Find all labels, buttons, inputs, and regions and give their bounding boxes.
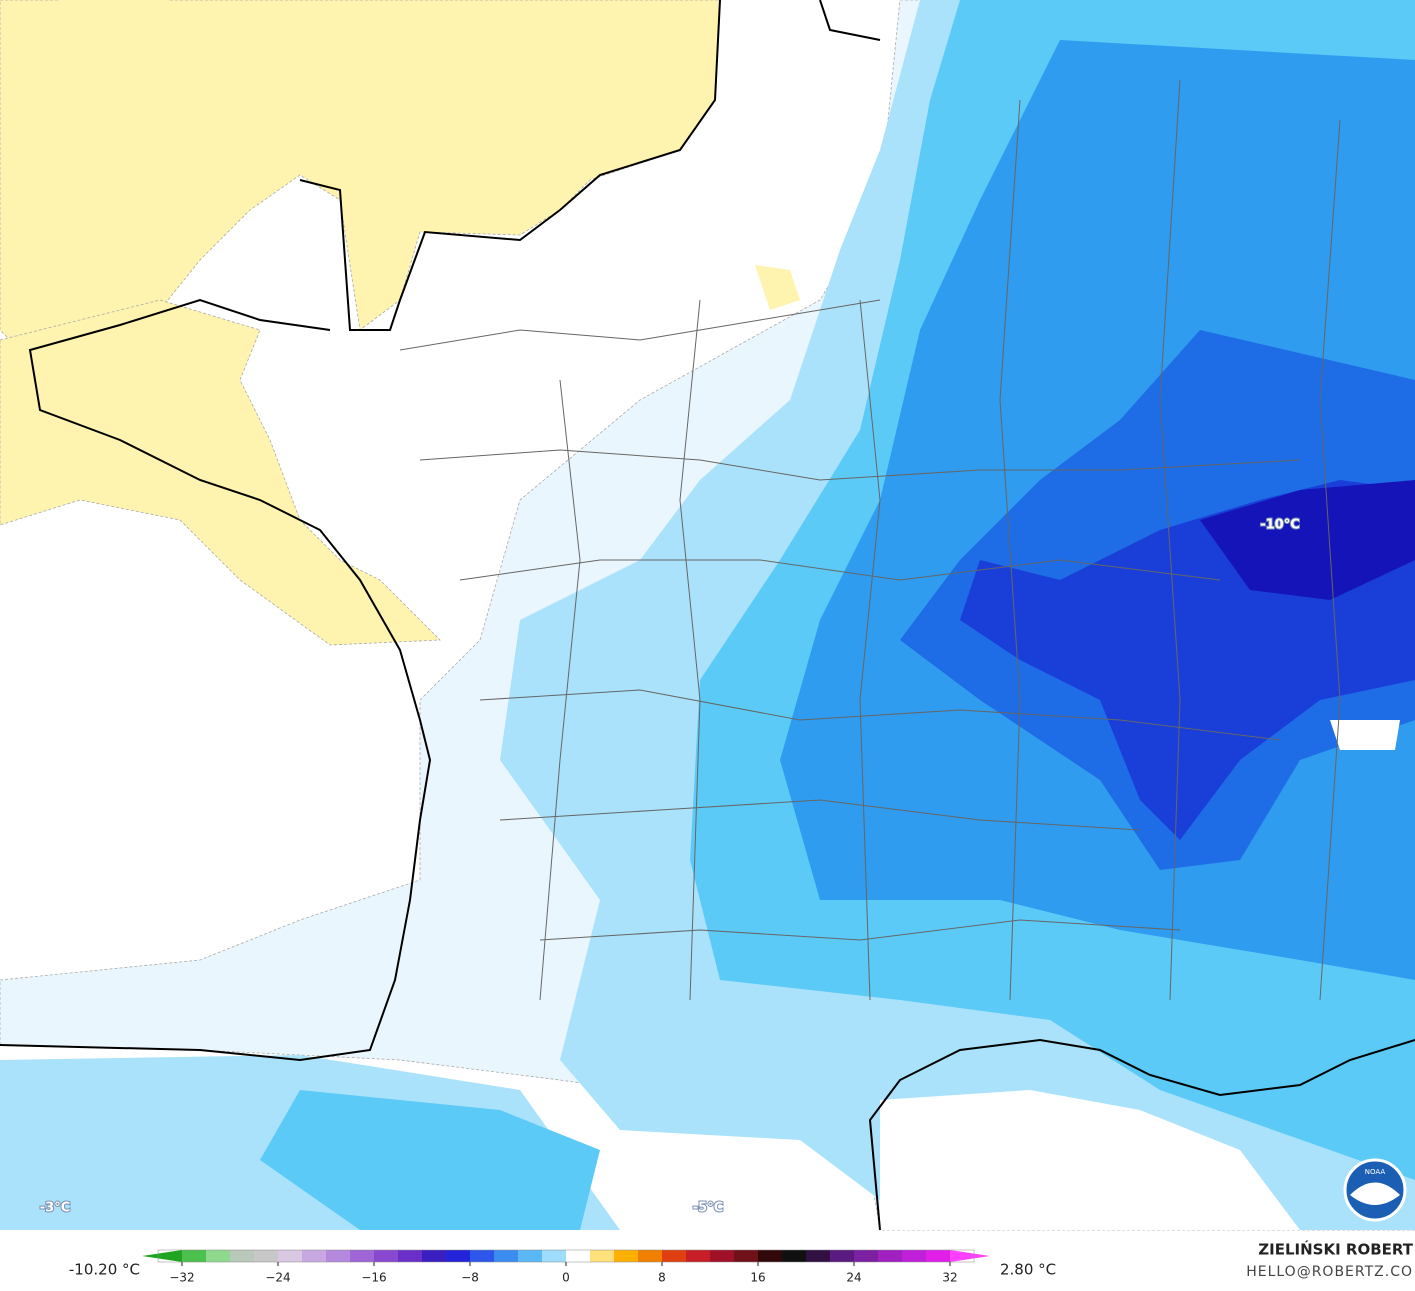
colorbar-tick-label: −24: [265, 1271, 290, 1285]
colorbar-segment: [614, 1250, 639, 1262]
colorbar-segment: [902, 1250, 927, 1262]
borders: [399, 79, 1341, 1001]
colorbar-end: [142, 1250, 182, 1262]
warm-area: [0, 299, 441, 646]
colorbar-segment: [662, 1250, 687, 1262]
map-label: -10°C: [1260, 518, 1300, 533]
author: ZIELIŃSKI ROBERT: [1258, 1240, 1413, 1259]
legend: -10.20 °C 2.80 °C −32 −24 −16 −8 0 8 16 24 32: [69, 1249, 1056, 1285]
legend-min-label: -10.20 °C: [69, 1261, 140, 1279]
colorbar-segment: [854, 1250, 879, 1262]
colorbar-tick-label: 24: [846, 1271, 861, 1285]
colorbar-segment: [494, 1250, 519, 1262]
cold-area: [260, 1090, 600, 1230]
colorbar-tick-label: 32: [942, 1271, 957, 1285]
colorbar-segment: [686, 1250, 711, 1262]
cold-area: [1200, 480, 1415, 600]
colorbar-segment: [542, 1250, 567, 1262]
colorbar-segment: [758, 1250, 783, 1262]
colorbar-segment: [926, 1250, 951, 1262]
logo-wave: [1350, 1182, 1400, 1205]
colorbar-segment: [398, 1250, 423, 1262]
colorbar-segment: [734, 1250, 759, 1262]
colorbar-segment: [446, 1250, 471, 1262]
colorbar-segment: [590, 1250, 615, 1262]
colorbar-segment: [806, 1250, 831, 1262]
colorbar-segment: [230, 1250, 255, 1262]
colorbar-segment: [710, 1250, 735, 1262]
colorbar-tick-label: 0: [562, 1271, 570, 1285]
colorbar-segment: [350, 1250, 375, 1262]
colorbar-segment: [254, 1250, 279, 1262]
colorbar-segment: [278, 1250, 303, 1262]
colorbar-end: [950, 1250, 990, 1262]
colorbar-segment: [566, 1250, 591, 1262]
colorbar-segment: [782, 1250, 807, 1262]
colorbar-segment: [374, 1250, 399, 1262]
credits: NOAA ZIELIŃSKI ROBERT HELLO@ROBERTZ.CO: [1246, 1158, 1414, 1280]
colorbar-tick-label: −32: [169, 1271, 194, 1285]
map-label: -5°C: [693, 1201, 723, 1216]
colorbar-segment: [206, 1250, 231, 1262]
colorbar-tick-label: 8: [658, 1271, 666, 1285]
logo-text: NOAA: [1365, 1168, 1386, 1176]
colorbar-tick-label: −16: [361, 1271, 386, 1285]
colorbar-tick-label: 16: [750, 1271, 765, 1285]
map: [0, 0, 1415, 1231]
colorbar-segment: [470, 1250, 495, 1262]
colorbar-segment: [830, 1250, 855, 1262]
colorbar-segment: [878, 1250, 903, 1262]
legend-max-label: 2.80 °C: [1000, 1261, 1056, 1279]
colorbar-segment: [518, 1250, 543, 1262]
map-labels: -10°C -3°C -5°C: [39, 517, 1301, 1217]
contact: HELLO@ROBERTZ.CO: [1246, 1264, 1413, 1280]
colorbar-segment: [638, 1250, 663, 1262]
colorbar-segment: [422, 1250, 447, 1262]
colorbar-segment: [182, 1250, 207, 1262]
colorbar-segment: [326, 1250, 351, 1262]
map-label: -3°C: [40, 1201, 70, 1216]
mild-spot: [880, 720, 1400, 1230]
coastline: [0, 0, 1415, 1231]
colorbar-tick-label: −8: [461, 1271, 479, 1285]
colorbar-segment: [302, 1250, 327, 1262]
